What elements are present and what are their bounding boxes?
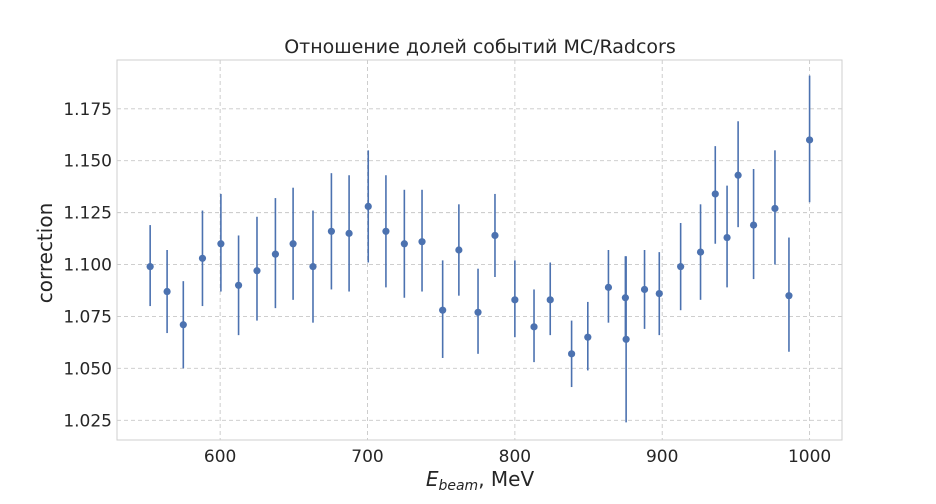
y-tick-label: 1.025 <box>63 411 112 431</box>
data-point <box>696 248 705 256</box>
data-point <box>382 227 390 235</box>
x-tick-label: 600 <box>204 447 236 467</box>
data-point <box>345 229 353 237</box>
data-point <box>418 238 426 246</box>
chart-title: Отношение долей событий MC/Radcors <box>284 36 676 58</box>
error-bars <box>149 75 811 423</box>
data-point <box>439 306 447 314</box>
data-point <box>546 296 554 304</box>
data-point <box>749 221 758 229</box>
data-point <box>711 190 719 198</box>
data-point <box>530 323 538 331</box>
data-point <box>327 227 336 235</box>
data-point <box>217 240 225 248</box>
data-point <box>364 202 372 210</box>
y-tick-label: 1.075 <box>63 307 112 327</box>
y-tick-labels: 1.025 1.050 1.075 1.100 1.125 1.150 1.175 <box>63 100 112 431</box>
plot-area-frame <box>116 59 843 441</box>
data-point <box>805 136 814 144</box>
y-tick-label: 1.150 <box>63 152 112 172</box>
y-tick-label: 1.175 <box>63 100 112 120</box>
data-point <box>271 250 280 258</box>
data-point <box>511 296 519 304</box>
data-point <box>289 240 297 248</box>
data-point <box>604 283 613 291</box>
data-point <box>198 254 207 262</box>
data-point <box>491 231 499 240</box>
data-point <box>474 308 482 316</box>
data-point <box>622 335 630 343</box>
x-tick-label: 1000 <box>788 447 831 467</box>
x-tick-label: 800 <box>499 447 531 467</box>
data-point <box>734 171 742 179</box>
data-point <box>640 285 649 294</box>
x-axis-label-subscript: beam <box>438 478 478 494</box>
data-point <box>655 290 663 298</box>
data-point <box>584 333 592 341</box>
data-point <box>146 263 154 271</box>
y-tick-label: 1.125 <box>63 204 112 224</box>
data-point <box>253 267 261 275</box>
x-axis-label-main: E <box>426 467 439 491</box>
x-axis-label-unit: , MeV <box>478 467 534 491</box>
y-tick-label: 1.100 <box>63 256 112 276</box>
x-tick-label: 700 <box>351 447 383 467</box>
data-point <box>400 240 408 248</box>
data-point <box>723 233 731 242</box>
data-point <box>567 350 576 358</box>
x-tick-labels: 600 700 800 900 1000 <box>204 447 831 467</box>
y-tick-label: 1.050 <box>63 359 112 379</box>
data-point <box>677 263 685 271</box>
x-axis-label: Ebeam, MeV <box>426 467 535 494</box>
data-point <box>455 246 463 254</box>
data-point <box>309 263 317 271</box>
data-points <box>146 136 814 358</box>
data-point <box>621 294 629 302</box>
y-axis-label: correction <box>33 203 57 304</box>
data-point <box>163 287 171 296</box>
data-point <box>179 321 187 329</box>
data-point <box>234 281 243 289</box>
data-point <box>771 204 779 213</box>
x-tick-label: 900 <box>646 447 678 467</box>
data-point <box>785 292 793 300</box>
grid-lines <box>117 60 842 440</box>
